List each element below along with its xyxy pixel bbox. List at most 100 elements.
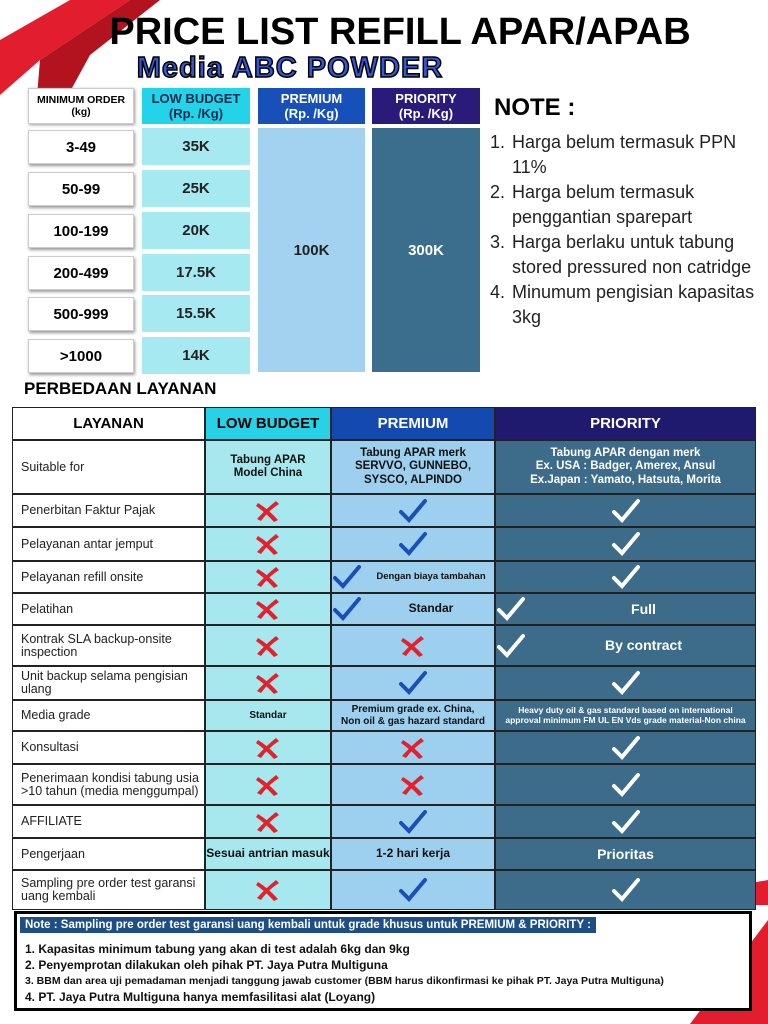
service-cell: Heavy duty oil & gas standard based on i… — [495, 700, 756, 731]
service-cell — [495, 764, 756, 805]
note-item: 2. Harga belum termasuk penggantian spare… — [490, 180, 760, 230]
cell-text: Prioritas — [597, 845, 654, 862]
note-item: 1. Harga belum termasuk PPN 11% — [490, 130, 760, 180]
service-name: Kontrak SLA backup-onsite inspection — [12, 625, 205, 666]
service-name: Pengerjaan — [12, 838, 205, 870]
min-order: >1000 — [28, 339, 134, 373]
service-cell — [331, 527, 495, 561]
service-cell — [495, 527, 756, 561]
check-icon — [611, 772, 640, 797]
service-cell: Sesuai antrian masuk — [205, 838, 331, 870]
service-cell — [331, 805, 495, 838]
low-budget-price: 25K — [142, 170, 250, 207]
service-cell — [331, 764, 495, 805]
note-text: Harga belum termasuk PPN 11% — [512, 132, 737, 177]
min-order: 3-49 — [28, 130, 134, 164]
check-icon — [399, 878, 427, 902]
check-icon — [399, 498, 427, 523]
check-icon — [333, 565, 361, 589]
low-budget-price: 15.5K — [142, 295, 250, 332]
check-icon — [497, 633, 525, 658]
header-label: PREMIUM — [280, 91, 343, 106]
check-icon — [333, 597, 361, 621]
service-cell — [495, 805, 756, 838]
section-title: PERBEDAAN LAYANAN — [24, 379, 217, 398]
min-order: 500-999 — [28, 297, 134, 331]
min-order: 200-499 — [28, 256, 134, 290]
cross-icon — [256, 811, 279, 833]
cell-text: Heavy duty oil & gas standard based on i… — [505, 704, 746, 725]
check-icon — [399, 532, 427, 556]
check-icon — [497, 597, 525, 621]
service-name: Penerimaan kondisi tabung usia >10 tahun… — [12, 764, 205, 805]
service-cell: Premium grade ex. China, Non oil & gas h… — [331, 700, 495, 731]
header-unit: (kg) — [71, 106, 91, 118]
service-cell — [331, 666, 495, 700]
service-cell — [495, 561, 756, 593]
service-header: LAYANAN — [12, 407, 205, 440]
header-unit: (Rp. /Kg) — [398, 106, 454, 121]
cell-text: Tabung APAR dengan merk Ex. USA : Badger… — [530, 447, 721, 486]
low-budget-price: 17.5K — [142, 254, 250, 291]
price-header: PRIORITY (Rp. /Kg) — [372, 88, 480, 124]
service-header: PREMIUM — [331, 407, 495, 440]
service-cell: Tabung APAR dengan merk Ex. USA : Badger… — [495, 440, 756, 494]
cell-text: Standar — [408, 601, 454, 616]
service-cell: By contract — [495, 625, 756, 666]
footer-title: Note : Sampling pre order test garansi u… — [20, 917, 596, 933]
footer-item: 2. Penyemprotan dilakukan oleh pihak PT.… — [25, 958, 388, 972]
service-name: Suitable for — [12, 440, 205, 494]
note-number: 1. — [490, 132, 506, 152]
service-cell: Prioritas — [495, 838, 756, 870]
service-cell — [495, 870, 756, 910]
service-name: Pelayanan antar jemput — [12, 527, 205, 561]
service-cell — [205, 561, 331, 593]
price-header: PREMIUM (Rp. /Kg) — [258, 88, 365, 124]
check-icon — [399, 809, 427, 834]
note-number: 4. — [490, 282, 506, 302]
service-header: LOW BUDGET — [205, 407, 331, 440]
cell-text: 1-2 hari kerja — [375, 846, 451, 861]
cross-icon — [256, 737, 279, 759]
service-cell — [331, 870, 495, 910]
cross-icon — [256, 774, 279, 796]
service-cell — [495, 731, 756, 764]
check-icon — [611, 878, 640, 902]
service-cell: 1-2 hari kerja — [331, 838, 495, 870]
cell-text: Dengan biaya tambahan — [376, 570, 486, 582]
footer-item: 4. PT. Jaya Putra Multiguna hanya memfas… — [25, 990, 376, 1004]
check-icon — [611, 735, 640, 760]
header-unit: (Rp. /Kg) — [284, 106, 339, 121]
service-name: Pelayanan refill onsite — [12, 561, 205, 593]
service-cell — [205, 731, 331, 764]
cross-icon — [401, 737, 424, 759]
low-budget-price: 14K — [142, 337, 250, 374]
service-cell: Dengan biaya tambahan — [331, 561, 495, 593]
service-name: AFFILIATE — [12, 805, 205, 838]
service-name: Penerbitan Faktur Pajak — [12, 494, 205, 527]
check-icon — [399, 671, 427, 695]
footer-list: 1. Kapasitas minimum tabung yang akan di… — [25, 941, 749, 1005]
check-icon — [611, 498, 640, 523]
cross-icon — [256, 500, 279, 522]
footer-box: Note : Sampling pre order test garansi u… — [14, 911, 752, 1011]
note-number: 3. — [490, 232, 506, 252]
service-cell: Full — [495, 593, 756, 625]
min-order: 100-199 — [28, 214, 134, 248]
header-unit: (Rp. /Kg) — [168, 106, 224, 121]
service-cell — [205, 870, 331, 910]
cell-text: Standar — [249, 709, 287, 721]
service-cell: Tabung APAR merk SERVVO, GUNNEBO, SYSCO,… — [331, 440, 495, 494]
check-icon — [611, 532, 640, 556]
header-label: LOW BUDGET — [151, 91, 241, 106]
priority-price: 300K — [372, 128, 480, 372]
title: PRICE LIST REFILL APAR/APAB — [109, 10, 691, 53]
header-label: MINIMUM ORDER — [36, 94, 126, 106]
cell-text: Tabung APAR merk SERVVO, GUNNEBO, SYSCO,… — [354, 447, 472, 486]
note-text: Minumum pengisian kapasitas 3kg — [512, 282, 755, 327]
cross-icon — [401, 774, 424, 796]
footer-item: 1. Kapasitas minimum tabung yang akan di… — [25, 942, 410, 956]
min-order: 50-99 — [28, 172, 134, 206]
cross-icon — [256, 599, 279, 620]
